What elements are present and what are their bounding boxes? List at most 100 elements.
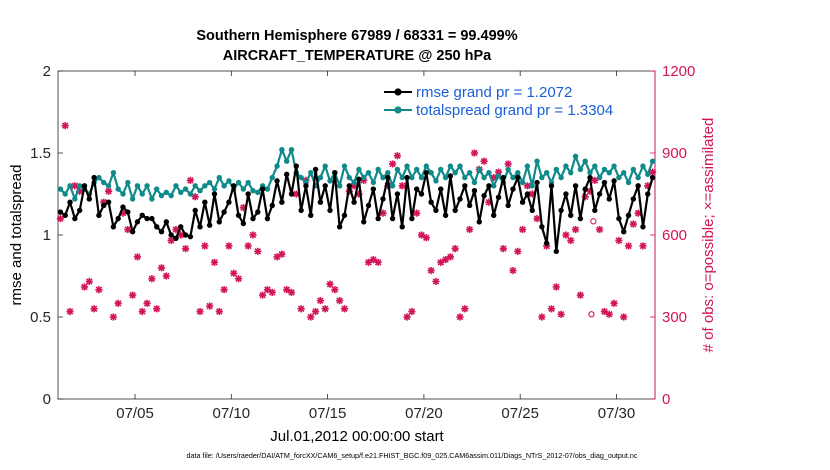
obs-marker-stroke [567,237,575,244]
rmse-point [72,215,78,222]
rmse-point [259,186,266,192]
obs-assimilated-marker [311,307,320,316]
obs-assimilated-marker [441,256,450,264]
totalspread-point [433,178,439,184]
obs-marker-stroke [331,286,339,293]
obs-assimilated-marker [220,286,228,294]
rmse-point [231,183,237,189]
rmse-point [221,209,227,215]
totalspread-point [216,174,222,181]
obs-marker-stroke [110,313,117,321]
totalspread-point [640,163,646,169]
obs-marker-stroke [57,215,64,222]
x-tick-label: 07/10 [213,405,251,422]
totalspread-point [72,196,78,202]
totalspread-point [423,163,430,169]
totalspread-point [139,191,145,197]
rmse-point [409,215,415,222]
totalspread-point [385,169,391,176]
totalspread-point [96,174,102,181]
rmse-point [476,219,482,225]
rmse-point [399,224,405,230]
rmse-point [640,224,646,230]
obs-marker-stroke [504,160,512,168]
rmse-point [158,229,165,235]
rmse-point [649,174,656,181]
rmse-point [462,183,468,189]
totalspread-point [428,169,434,176]
rmse-point [630,196,637,202]
rmse-point [332,169,338,176]
obs-marker-stroke [557,311,565,318]
obs-assimilated-marker [321,305,329,313]
obs-assimilated-marker [398,182,406,190]
obs-assimilated-marker [466,225,474,234]
totalspread-point [380,174,386,181]
obs-assimilated-marker [326,280,334,288]
y2-tick-label: 300 [662,309,687,326]
obs-assimilated-series [56,122,657,321]
obs-marker-stroke [163,272,170,280]
obs-marker-stroke [216,308,223,315]
obs-marker-stroke [105,188,112,195]
totalspread-point [274,163,280,169]
totalspread-point [596,174,603,181]
totalspread-line [59,148,654,200]
totalspread-point [361,174,367,181]
obs-assimilated-marker [432,277,440,286]
obs-assimilated-marker [283,286,291,294]
rmse-point [327,207,333,214]
rmse-point [447,173,454,179]
totalspread-point [471,179,478,186]
totalspread-point [76,183,83,189]
totalspread-point [553,166,560,173]
totalspread-point [250,188,256,194]
totalspread-point [129,196,136,202]
obs-marker-stroke [596,226,603,233]
obs-marker-stroke [466,226,473,233]
obs-assimilated-marker [307,313,315,321]
obs-assimilated-marker [389,160,397,168]
obs-assimilated-marker [562,231,570,239]
obs-marker-stroke [427,267,435,274]
y-axis-right: 0 300 600 900 1200 [650,63,695,408]
obs-assimilated-marker [538,313,546,321]
rmse-point [115,215,121,222]
rmse-point [346,183,352,189]
obs-assimilated-marker [504,160,512,168]
totalspread-point [577,166,584,173]
obs-marker-stroke [610,300,618,307]
obs-marker-stroke [134,253,141,261]
obs-assimilated-marker [596,225,604,234]
totalspread-point [394,166,401,173]
obs-marker-stroke [326,280,334,288]
obs-marker-stroke [605,311,613,318]
rmse-point [250,215,256,222]
totalspread-point [519,179,526,186]
rmse-point [235,212,242,219]
rmse-point [178,224,184,230]
totalspread-point [582,158,588,164]
totalspread-point [144,183,150,189]
rmse-point [486,183,492,189]
rmse-point [110,224,117,230]
totalspread-point [187,191,194,197]
rmse-point [524,191,531,197]
rmse-point [611,178,617,184]
x-axis: 07/05 07/10 07/15 07/20 07/25 07/30 [116,71,635,422]
rmse-point [515,174,521,181]
obs-marker-stroke [336,297,343,304]
rmse-point [129,229,136,235]
rmse-point [81,183,88,189]
obs-marker-stroke [456,313,464,321]
rmse-point [303,183,309,189]
obs-marker-stroke [71,182,79,190]
rmse-point [120,204,126,210]
rmse-point [365,202,372,209]
totalspread-point [67,183,73,189]
rmse-point [105,199,112,205]
rmse-point [187,233,194,240]
rmse-point [288,191,295,197]
y2-tick-label: 600 [662,227,687,244]
obs-marker-stroke [259,291,266,299]
